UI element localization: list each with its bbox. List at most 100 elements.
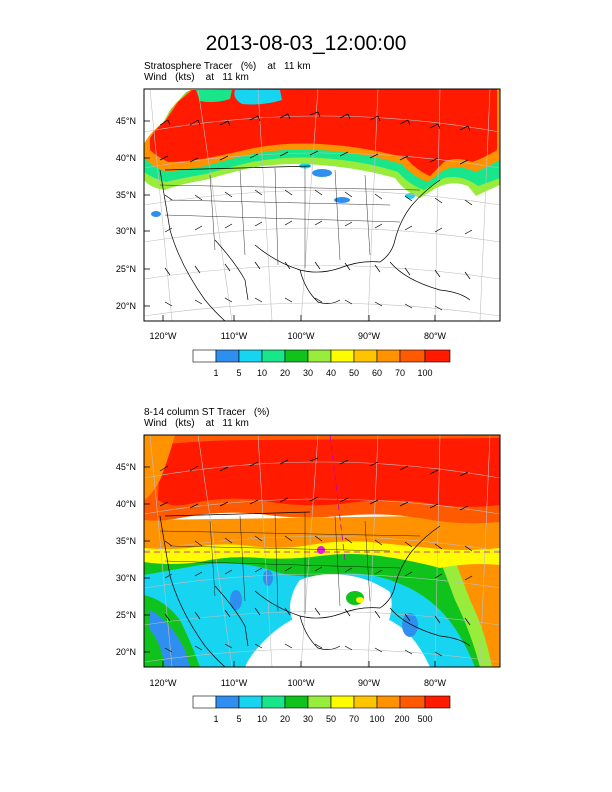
panel1-graticule [144, 89, 500, 321]
panel2-field-north-red [158, 438, 500, 507]
panel1-colorbar-label-30: 30 [302, 368, 313, 378]
panel2-colorbar-box-4 [261, 695, 286, 709]
panel2-colorbar-label-10: 10 [256, 714, 267, 724]
panel2-colorbar-box-2 [215, 695, 240, 709]
panel2-colorbar-box-11 [424, 695, 451, 709]
panel2-colorbar-box-10 [399, 695, 426, 709]
panel1-wind-barbs [159, 111, 473, 311]
panel1-colorbar-box-9 [376, 349, 401, 363]
panel2-field-orange-band [144, 515, 500, 550]
panel1-colorbar-box-11 [424, 349, 451, 363]
panel2-lon-label-90w: 90°W [357, 678, 381, 688]
panel1-field-red [150, 89, 497, 176]
panel2-label-tracer: 8-14 column ST Tracer (%) [144, 407, 270, 418]
panel1-field-blob-blue-1 [312, 169, 332, 177]
panel2-lon-label-110w: 110°W [220, 678, 248, 688]
panel2-colorbar-label-100: 100 [369, 714, 385, 724]
panel2-coastlines [159, 511, 471, 667]
panel2-field-blob-blue-1 [230, 590, 242, 610]
panel1-lat-label-25: 25°N [115, 264, 136, 274]
panel1-label-wind: Wind (kts) at 11 km [144, 72, 249, 83]
panel1-field-blob-blue-3 [151, 211, 161, 217]
panel2-field-blob-yellow-1 [356, 597, 364, 603]
panel2-colorbar-label-50: 50 [325, 714, 336, 724]
main-title: 2013-08-03_12:00:00 [205, 32, 407, 55]
panel1-colorbar-label-1: 1 [213, 368, 219, 378]
panel1-colorbar-box-4 [261, 349, 286, 363]
panel1-colorbar-box-2 [215, 349, 240, 363]
panel1-colorbar-label-50: 50 [348, 368, 359, 378]
panel1-map [144, 89, 500, 321]
panel2-map-frame [143, 434, 501, 668]
panel2-lat-label-40: 40°N [115, 499, 136, 509]
panel1-colorbar-label-20: 20 [279, 368, 290, 378]
panel1-colorbar-box-6 [307, 349, 332, 363]
panel1-field-blob-blue-2 [334, 197, 350, 203]
panel2-lat-label-20: 20°N [115, 647, 136, 657]
panel1-lat-label-40: 40°N [115, 153, 136, 163]
panel2-field-south-blue [150, 610, 190, 667]
panel1-lat-label-45: 45°N [115, 116, 136, 126]
panel2-colorbar-label-30: 30 [302, 714, 313, 724]
panel2-colorbar [192, 695, 451, 709]
panel1-field-blob-cyan [234, 90, 282, 105]
panel2-colorbar-label-1: 1 [213, 714, 219, 724]
panel2-colorbar-label-20: 20 [279, 714, 290, 724]
panel2-colorbar-box-9 [376, 695, 401, 709]
panel2-axis-ticks [144, 466, 436, 667]
panel1-lon-label-80w: 80°W [423, 331, 447, 341]
panel1-coastlines [159, 165, 471, 321]
panel2-colorbar-box-5 [284, 695, 309, 709]
panel1-colorbar [192, 349, 451, 363]
panel2-colorbar-label-500: 500 [417, 714, 433, 724]
panel1-colorbar-label-60: 60 [371, 368, 382, 378]
panel1-lon-label-110w: 110°W [220, 331, 248, 341]
panel1-lat-label-35: 35°N [115, 190, 136, 200]
panel2-colorbar-box-8 [353, 695, 378, 709]
panel1-colorbar-box-8 [353, 349, 378, 363]
panel1-label-tracer: Stratosphere Tracer (%) at 11 km [144, 61, 311, 72]
panel2-colorbar-label-70: 70 [348, 714, 359, 724]
panel2-field-clear-zone [290, 574, 392, 649]
panel1-colorbar-box-7 [330, 349, 355, 363]
panel2-label-wind: Wind (kts) at 11 km [144, 418, 249, 429]
panel1-map-frame [143, 88, 501, 322]
panel2-colorbar-label-200: 200 [394, 714, 410, 724]
panel1-colorbar-box-10 [399, 349, 426, 363]
panel2-colorbar-box-6 [307, 695, 332, 709]
panel2-field-blob-blue-3 [402, 613, 418, 637]
panel1-lat-label-20: 20°N [115, 301, 136, 311]
panel2-colorbar-box-1 [192, 695, 217, 709]
panel2-lat-label-45: 45°N [115, 462, 136, 472]
panel1-colorbar-box-5 [284, 349, 309, 363]
panel2-colorbar-box-7 [330, 695, 355, 709]
panel1-colorbar-label-70: 70 [394, 368, 405, 378]
panel2-field-blob-blue-2 [263, 570, 273, 586]
panel1-colorbar-label-100: 100 [417, 368, 433, 378]
panel1-state-borders [159, 166, 421, 268]
panel2-lon-label-100w: 100°W [287, 678, 315, 688]
panel1-lon-label-90w: 90°W [357, 331, 381, 341]
panel1-colorbar-label-40: 40 [325, 368, 336, 378]
panel2-lat-label-30: 30°N [115, 573, 136, 583]
panel1-colorbar-label-10: 10 [256, 368, 267, 378]
panel2-field-south-cyan [144, 563, 475, 667]
panel2-state-borders [159, 512, 421, 614]
panel2-dashed-diagonal [329, 435, 346, 561]
panel1-lon-label-100w: 100°W [287, 331, 315, 341]
panel2-field-blob-magenta [317, 546, 325, 554]
panel1-colorbar-box-1 [192, 349, 217, 363]
panel1-colorbar-label-5: 5 [236, 368, 242, 378]
panel2-lat-label-35: 35°N [115, 536, 136, 546]
panel1-field-blob-green [196, 90, 232, 103]
panel2-colorbar-box-3 [238, 695, 263, 709]
panel1-lat-label-30: 30°N [115, 226, 136, 236]
panel1-axis-ticks [144, 120, 436, 321]
panel2-colorbar-label-5: 5 [236, 714, 242, 724]
panel2-lon-label-120w: 120°W [149, 678, 177, 688]
panel1-lon-label-120w: 120°W [149, 331, 177, 341]
panel1-colorbar-box-3 [238, 349, 263, 363]
panel2-wind-barbs [159, 457, 473, 657]
panel2-map [144, 435, 500, 667]
